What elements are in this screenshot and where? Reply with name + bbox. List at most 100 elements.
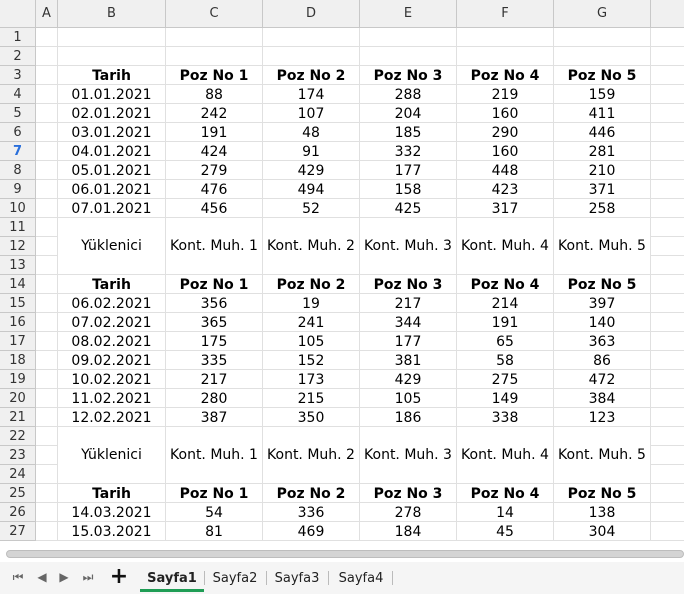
grid-cell[interactable]	[651, 275, 684, 294]
value-cell[interactable]: 317	[457, 199, 554, 218]
date-cell[interactable]: 02.01.2021	[58, 104, 166, 123]
value-cell[interactable]: 456	[166, 199, 263, 218]
date-cell[interactable]: 04.01.2021	[58, 142, 166, 161]
date-cell[interactable]: 06.01.2021	[58, 180, 166, 199]
value-cell[interactable]: 191	[166, 123, 263, 142]
value-cell[interactable]: 365	[166, 313, 263, 332]
value-cell[interactable]: 184	[360, 522, 457, 541]
grid-cell[interactable]	[651, 123, 684, 142]
value-cell[interactable]: 275	[457, 370, 554, 389]
value-cell[interactable]: 177	[360, 161, 457, 180]
row-header-3[interactable]: 3	[0, 66, 36, 85]
value-cell[interactable]: 217	[166, 370, 263, 389]
column-header-e[interactable]: E	[360, 0, 457, 28]
grid-cell[interactable]	[36, 275, 58, 294]
date-cell[interactable]: 03.01.2021	[58, 123, 166, 142]
grid-cell[interactable]	[651, 85, 684, 104]
date-cell[interactable]: 14.03.2021	[58, 503, 166, 522]
row-header-4[interactable]: 4	[0, 85, 36, 104]
value-cell[interactable]: 363	[554, 332, 651, 351]
grid-cell[interactable]	[651, 28, 684, 47]
value-cell[interactable]: 160	[457, 142, 554, 161]
value-cell[interactable]: 215	[263, 389, 360, 408]
grid-cell[interactable]	[36, 47, 58, 66]
value-cell[interactable]: 279	[166, 161, 263, 180]
value-cell[interactable]: 336	[263, 503, 360, 522]
grid-cell[interactable]	[166, 28, 263, 47]
column-header-d[interactable]: D	[263, 0, 360, 28]
grid-cell[interactable]	[36, 237, 58, 256]
row-header-2[interactable]: 2	[0, 47, 36, 66]
item-column-header[interactable]: Poz No 3	[360, 66, 457, 85]
grid-cell[interactable]	[651, 370, 684, 389]
grid-cell[interactable]	[651, 104, 684, 123]
row-header-25[interactable]: 25	[0, 484, 36, 503]
column-header-b[interactable]: B	[58, 0, 166, 28]
contractor-name-cell[interactable]: Kont. Muh. 2	[263, 427, 360, 484]
contractor-label-cell[interactable]: Yüklenici	[58, 427, 166, 484]
value-cell[interactable]: 371	[554, 180, 651, 199]
value-cell[interactable]: 425	[360, 199, 457, 218]
grid-cell[interactable]	[36, 313, 58, 332]
value-cell[interactable]: 476	[166, 180, 263, 199]
row-header-15[interactable]: 15	[0, 294, 36, 313]
item-column-header[interactable]: Poz No 4	[457, 275, 554, 294]
value-cell[interactable]: 280	[166, 389, 263, 408]
value-cell[interactable]: 105	[263, 332, 360, 351]
grid-cell[interactable]	[36, 503, 58, 522]
grid-cell[interactable]	[651, 332, 684, 351]
grid-cell[interactable]	[651, 294, 684, 313]
grid-cell[interactable]	[36, 104, 58, 123]
contractor-name-cell[interactable]: Kont. Muh. 1	[166, 427, 263, 484]
row-header-8[interactable]: 8	[0, 161, 36, 180]
grid-cell[interactable]	[651, 446, 684, 465]
value-cell[interactable]: 173	[263, 370, 360, 389]
value-cell[interactable]: 446	[554, 123, 651, 142]
row-header-1[interactable]: 1	[0, 28, 36, 47]
grid-cell[interactable]	[651, 484, 684, 503]
grid-cell[interactable]	[457, 47, 554, 66]
value-cell[interactable]: 91	[263, 142, 360, 161]
horizontal-scrollbar[interactable]	[6, 550, 684, 558]
item-column-header[interactable]: Poz No 3	[360, 275, 457, 294]
value-cell[interactable]: 160	[457, 104, 554, 123]
value-cell[interactable]: 191	[457, 313, 554, 332]
value-cell[interactable]: 397	[554, 294, 651, 313]
grid-cell[interactable]	[36, 142, 58, 161]
date-cell[interactable]: 12.02.2021	[58, 408, 166, 427]
value-cell[interactable]: 469	[263, 522, 360, 541]
value-cell[interactable]: 19	[263, 294, 360, 313]
grid-cell[interactable]	[36, 161, 58, 180]
item-column-header[interactable]: Poz No 1	[166, 66, 263, 85]
row-header-17[interactable]: 17	[0, 332, 36, 351]
value-cell[interactable]: 152	[263, 351, 360, 370]
value-cell[interactable]: 138	[554, 503, 651, 522]
date-cell[interactable]: 10.02.2021	[58, 370, 166, 389]
grid-cell[interactable]	[36, 389, 58, 408]
value-cell[interactable]: 429	[263, 161, 360, 180]
value-cell[interactable]: 54	[166, 503, 263, 522]
value-cell[interactable]: 278	[360, 503, 457, 522]
value-cell[interactable]: 241	[263, 313, 360, 332]
grid-cell[interactable]	[36, 28, 58, 47]
item-column-header[interactable]: Poz No 2	[263, 484, 360, 503]
contractor-name-cell[interactable]: Kont. Muh. 3	[360, 427, 457, 484]
date-cell[interactable]: 01.01.2021	[58, 85, 166, 104]
grid-cell[interactable]	[651, 66, 684, 85]
value-cell[interactable]: 356	[166, 294, 263, 313]
item-column-header[interactable]: Poz No 4	[457, 484, 554, 503]
value-cell[interactable]: 281	[554, 142, 651, 161]
value-cell[interactable]: 175	[166, 332, 263, 351]
value-cell[interactable]: 204	[360, 104, 457, 123]
contractor-name-cell[interactable]: Kont. Muh. 1	[166, 218, 263, 275]
value-cell[interactable]: 177	[360, 332, 457, 351]
value-cell[interactable]: 472	[554, 370, 651, 389]
date-cell[interactable]: 07.01.2021	[58, 199, 166, 218]
column-header-g[interactable]: G	[554, 0, 651, 28]
item-column-header[interactable]: Poz No 2	[263, 66, 360, 85]
value-cell[interactable]: 186	[360, 408, 457, 427]
value-cell[interactable]: 81	[166, 522, 263, 541]
date-cell[interactable]: 07.02.2021	[58, 313, 166, 332]
row-header-18[interactable]: 18	[0, 351, 36, 370]
row-header-11[interactable]: 11	[0, 218, 36, 237]
